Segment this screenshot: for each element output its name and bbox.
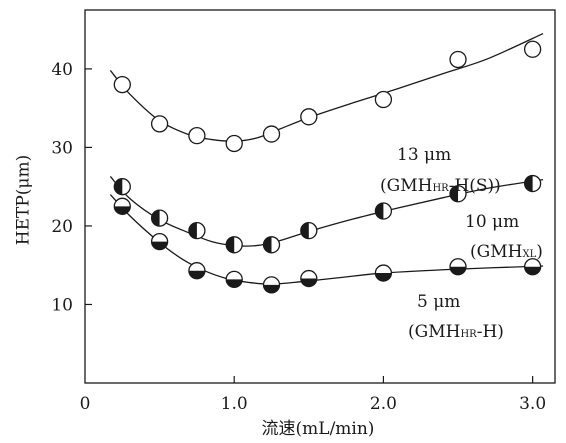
data-point-series-1 [300, 222, 318, 240]
data-point-series-1 [262, 236, 281, 254]
data-point-series-2 [374, 264, 393, 282]
y-tick-label: 10 [51, 295, 73, 315]
data-points [113, 40, 542, 294]
compound-13um-subscript: HR [432, 183, 449, 194]
data-point-series-2 [113, 197, 131, 215]
compound-5um-suffix: -H) [477, 322, 504, 342]
data-point-series-2 [449, 258, 467, 276]
plot-frame [84, 9, 556, 384]
data-point-series-1 [374, 202, 393, 220]
data-point-series-2 [188, 262, 206, 280]
compound-5um-prefix: (GMH [408, 322, 460, 342]
data-point-series-0 [374, 90, 393, 109]
compound-10um-prefix: (GMH [470, 242, 522, 262]
series-label-10um: 10 μm [465, 212, 519, 232]
data-point-series-0 [300, 108, 318, 126]
y-tick-label: 40 [51, 60, 73, 80]
data-point-series-0 [523, 40, 542, 58]
compound-13um-prefix: (GMH [380, 176, 432, 196]
x-tick-label: 2.0 [370, 394, 397, 414]
series-label-13um-compound: (GMHHR-H(S)) [380, 176, 501, 196]
compound-10um-suffix: ) [536, 242, 543, 262]
compound-10um-subscript: XL [522, 249, 536, 260]
data-point-series-1 [150, 209, 169, 227]
data-point-series-2 [262, 276, 281, 294]
x-tick-label: 1.0 [221, 394, 248, 414]
fit-curve-series-0 [109, 32, 544, 142]
data-point-series-2 [523, 258, 542, 276]
data-point-series-1 [449, 185, 467, 203]
data-point-series-0 [262, 125, 281, 143]
data-point-series-2 [300, 269, 318, 288]
compound-5um-subscript: HR [460, 329, 477, 340]
tick-labels: 0 1.0 2.0 3.0 10 20 30 40 [51, 60, 546, 414]
data-point-series-0 [150, 115, 169, 133]
series-label-10um-compound: (GMHXL) [470, 242, 543, 262]
data-point-series-0 [188, 126, 206, 145]
data-point-series-0 [225, 134, 243, 153]
data-point-series-2 [150, 232, 169, 251]
tick-marks [85, 68, 534, 383]
series-label-5um-compound: (GMHHR-H) [408, 322, 504, 342]
x-tick-label: 3.0 [519, 394, 546, 414]
compound-13um-suffix: -H(S)) [449, 176, 501, 196]
x-axis-label: 流速(mL/min) [262, 419, 375, 439]
data-point-series-0 [113, 75, 131, 94]
data-point-series-1 [113, 178, 131, 196]
y-axis-label: HETP(μm) [14, 155, 34, 245]
y-tick-label: 20 [51, 217, 73, 237]
y-tick-label: 30 [51, 138, 73, 158]
data-point-series-2 [225, 270, 243, 289]
data-point-series-0 [449, 50, 467, 69]
data-point-series-1 [225, 236, 243, 254]
data-point-series-1 [523, 174, 542, 193]
data-point-series-1 [188, 222, 206, 240]
fit-curve-series-2 [109, 194, 544, 285]
x-tick-label: 0 [80, 394, 91, 414]
series-label-5um: 5 μm [417, 292, 460, 312]
series-label-13um: 13 μm [397, 145, 451, 165]
